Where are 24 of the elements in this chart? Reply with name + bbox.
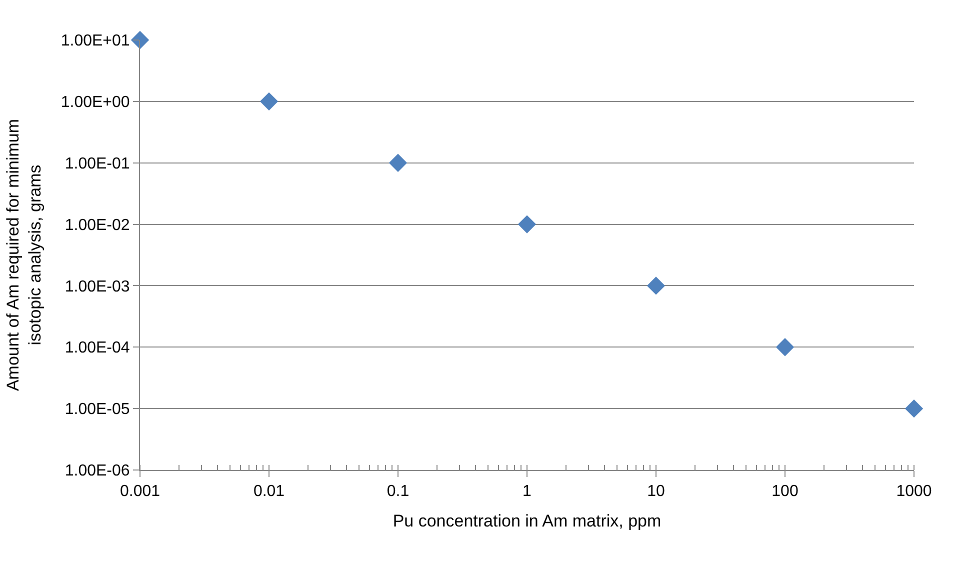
y-tick-label: 1.00E-06 [64, 462, 130, 480]
x-tick-label: 0.001 [120, 483, 160, 500]
x-tick-label: 0.01 [253, 483, 285, 500]
point [130, 30, 150, 50]
y-tick-label: 1.00E-01 [64, 155, 130, 172]
point [646, 276, 666, 295]
x-tick-label: 1 [522, 483, 532, 500]
point [904, 399, 924, 418]
y-tick-label: 1.00E-04 [64, 340, 130, 357]
y-tick-label: 1.00E+00 [60, 94, 130, 112]
x-tick-label: 0.1 [386, 483, 410, 500]
point [388, 154, 408, 172]
y-tick-label: 1.00E-02 [64, 216, 130, 234]
point [260, 92, 278, 111]
y-axis-title: Amount of Am required for minimum isotopic analysis, grams [3, 118, 44, 392]
x-tick-label: 1000 [896, 483, 932, 500]
y-tick-label: 1.00E-03 [64, 278, 130, 296]
x-axis-title: Pu concentration in Am matrix, ppm [392, 512, 662, 531]
x-tick-label: 10 [647, 483, 665, 500]
y-tick-label: 1.00E+01 [60, 32, 130, 50]
point [518, 215, 536, 234]
point [776, 338, 794, 356]
x-tick-label: 100 [772, 483, 798, 500]
y-tick-label: 1.00E-05 [64, 401, 130, 418]
